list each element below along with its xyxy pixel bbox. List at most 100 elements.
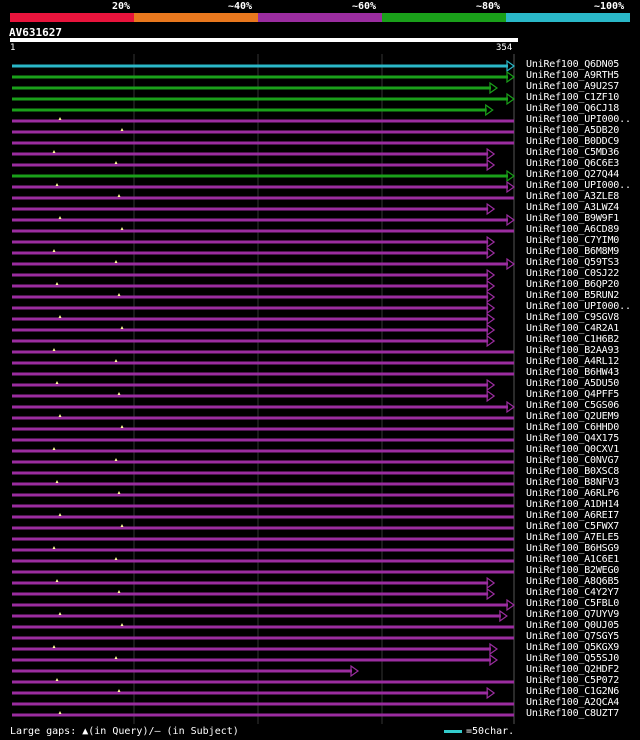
hit-bar[interactable] [12, 130, 514, 134]
hit-bar[interactable] [12, 603, 508, 607]
hit-bar[interactable] [12, 636, 514, 640]
hit-label[interactable]: UniRef100_Q6C6E3 [526, 158, 620, 169]
hit-bar[interactable] [12, 438, 514, 442]
hit-label[interactable]: UniRef100_UPI000.. [526, 180, 631, 191]
hit-label[interactable]: UniRef100_A3ZLE8 [526, 191, 620, 202]
hit-label[interactable]: UniRef100_UPI000.. [526, 114, 631, 125]
hit-label[interactable]: UniRef100_Q4X175 [526, 433, 620, 444]
hit-label[interactable]: UniRef100_Q59TS3 [526, 257, 620, 268]
hit-label[interactable]: UniRef100_A1DH14 [526, 499, 620, 510]
hit-label[interactable]: UniRef100_A6REI7 [526, 510, 620, 521]
hit-label[interactable]: UniRef100_B6M8M9 [526, 246, 620, 257]
hit-bar[interactable] [12, 614, 501, 618]
hit-label[interactable]: UniRef100_C9SGV8 [526, 312, 620, 323]
hit-bar[interactable] [12, 339, 489, 343]
hit-label[interactable]: UniRef100_C5P072 [526, 675, 620, 686]
hit-label[interactable]: UniRef100_B5RUN2 [526, 290, 620, 301]
hit-label[interactable]: UniRef100_C1ZF10 [526, 92, 620, 103]
hit-bar[interactable] [12, 515, 514, 519]
hit-label[interactable]: UniRef100_Q0UJ05 [526, 620, 620, 631]
hit-bar[interactable] [12, 471, 514, 475]
hit-label[interactable]: UniRef100_B9W9F1 [526, 213, 620, 224]
hit-bar[interactable] [12, 625, 514, 629]
hit-label[interactable]: UniRef100_Q4PFF5 [526, 389, 620, 400]
hit-label[interactable]: UniRef100_A8Q6B5 [526, 576, 620, 587]
hit-label[interactable]: UniRef100_C1G2N6 [526, 686, 620, 697]
hit-bar[interactable] [12, 86, 491, 90]
hit-label[interactable]: UniRef100_B6HSG9 [526, 543, 620, 554]
hit-label[interactable]: UniRef100_A9U2S7 [526, 81, 620, 92]
hit-label[interactable]: UniRef100_Q5KGX9 [526, 642, 620, 653]
hit-label[interactable]: UniRef100_C6HHD0 [526, 422, 620, 433]
hit-label[interactable]: UniRef100_UPI000.. [526, 301, 631, 312]
hit-label[interactable]: UniRef100_Q6CJ18 [526, 103, 620, 114]
hit-label[interactable]: UniRef100_Q2UEM9 [526, 411, 620, 422]
hit-label[interactable]: UniRef100_A6RLP6 [526, 488, 620, 499]
hit-bar[interactable] [12, 658, 491, 662]
hit-bar[interactable] [12, 581, 489, 585]
hit-label[interactable]: UniRef100_Q7UYV9 [526, 609, 620, 620]
hit-label[interactable]: UniRef100_A7ELE5 [526, 532, 620, 543]
hit-bar[interactable] [12, 361, 514, 365]
hit-bar[interactable] [12, 97, 508, 101]
hit-label[interactable]: UniRef100_A1C6E1 [526, 554, 620, 565]
hit-bar[interactable] [12, 218, 508, 222]
hit-bar[interactable] [12, 449, 514, 453]
hit-bar[interactable] [12, 251, 489, 255]
hit-label[interactable]: UniRef100_C0SJ22 [526, 268, 620, 279]
hit-bar[interactable] [12, 526, 514, 530]
hit-label[interactable]: UniRef100_C5MD36 [526, 147, 620, 158]
hit-bar[interactable] [12, 559, 514, 563]
hit-bar[interactable] [12, 317, 489, 321]
hit-bar[interactable] [12, 229, 514, 233]
hit-bar[interactable] [12, 570, 514, 574]
hit-bar[interactable] [12, 64, 508, 68]
hit-label[interactable]: UniRef100_B6QP20 [526, 279, 620, 290]
hit-bar[interactable] [12, 207, 489, 211]
hit-label[interactable]: UniRef100_A9RTH5 [526, 70, 620, 81]
hit-label[interactable]: UniRef100_C4R2A1 [526, 323, 620, 334]
hit-bar[interactable] [12, 108, 487, 112]
hit-label[interactable]: UniRef100_C0NVG7 [526, 455, 620, 466]
hit-bar[interactable] [12, 537, 514, 541]
hit-bar[interactable] [12, 141, 514, 145]
hit-bar[interactable] [12, 295, 489, 299]
hit-bar[interactable] [12, 592, 489, 596]
hit-label[interactable]: UniRef100_C1H6B2 [526, 334, 620, 345]
hit-bar[interactable] [12, 284, 489, 288]
hit-bar[interactable] [12, 240, 489, 244]
hit-bar[interactable] [12, 504, 514, 508]
hit-label[interactable]: UniRef100_A5DB20 [526, 125, 620, 136]
hit-label[interactable]: UniRef100_A2QCA4 [526, 697, 620, 708]
hit-bar[interactable] [12, 328, 489, 332]
hit-label[interactable]: UniRef100_B0XSC8 [526, 466, 620, 477]
hit-bar[interactable] [12, 152, 489, 156]
hit-label[interactable]: UniRef100_Q27Q44 [526, 169, 620, 180]
hit-bar[interactable] [12, 647, 491, 651]
hit-label[interactable]: UniRef100_C8UZT7 [526, 708, 620, 719]
hit-label[interactable]: UniRef100_C5GS06 [526, 400, 620, 411]
hit-label[interactable]: UniRef100_C5FBL0 [526, 598, 620, 609]
hit-label[interactable]: UniRef100_B2WEG0 [526, 565, 620, 576]
hit-label[interactable]: UniRef100_C7YIM0 [526, 235, 620, 246]
hit-bar[interactable] [12, 482, 514, 486]
hit-label[interactable]: UniRef100_Q0CXV1 [526, 444, 620, 455]
hit-label[interactable]: UniRef100_C5FWX7 [526, 521, 620, 532]
hit-bar[interactable] [12, 163, 489, 167]
hit-bar[interactable] [12, 394, 489, 398]
hit-bar[interactable] [12, 383, 489, 387]
hit-bar[interactable] [12, 416, 514, 420]
hit-label[interactable]: UniRef100_Q7SGY5 [526, 631, 620, 642]
hit-bar[interactable] [12, 713, 514, 717]
hit-label[interactable]: UniRef100_B2AA93 [526, 345, 620, 356]
hit-bar[interactable] [12, 680, 514, 684]
hit-label[interactable]: UniRef100_Q2HDF2 [526, 664, 620, 675]
hit-label[interactable]: UniRef100_Q6DN05 [526, 59, 620, 70]
hit-bar[interactable] [12, 306, 489, 310]
hit-label[interactable]: UniRef100_B0DDC9 [526, 136, 620, 147]
hit-bar[interactable] [12, 75, 508, 79]
hit-bar[interactable] [12, 493, 514, 497]
hit-label[interactable]: UniRef100_B6HW43 [526, 367, 620, 378]
hit-bar[interactable] [12, 119, 514, 123]
hit-label[interactable]: UniRef100_A4RL12 [526, 356, 620, 367]
